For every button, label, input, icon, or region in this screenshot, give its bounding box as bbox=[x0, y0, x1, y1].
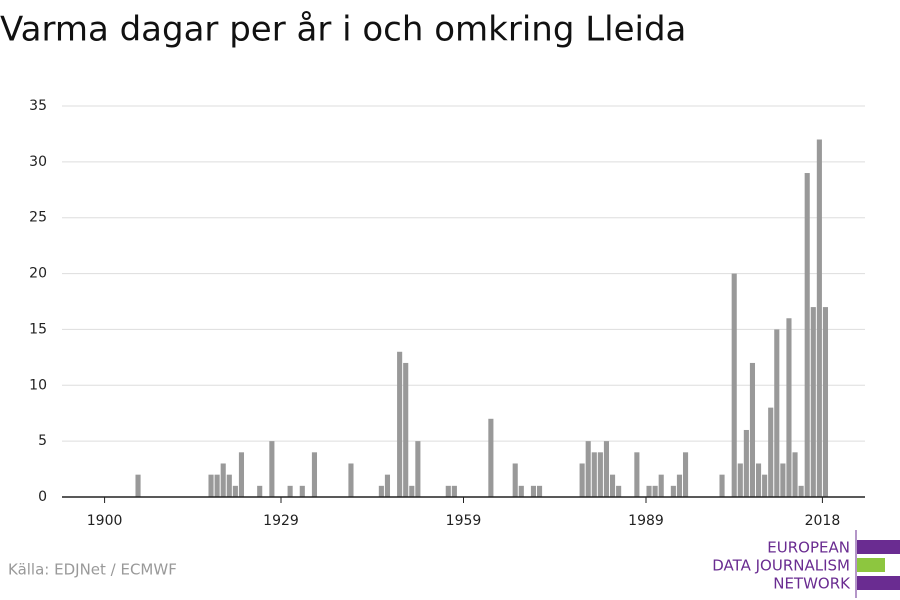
bar bbox=[603, 441, 610, 497]
bar bbox=[415, 441, 421, 497]
x-tick-label: 1989 bbox=[628, 513, 664, 529]
y-tick-label: 10 bbox=[29, 377, 47, 393]
bar bbox=[269, 441, 275, 497]
bar bbox=[810, 307, 816, 497]
bar bbox=[397, 351, 403, 497]
y-tick-label: 25 bbox=[29, 210, 47, 226]
bar bbox=[749, 362, 756, 497]
bar bbox=[311, 452, 318, 497]
bar bbox=[780, 463, 786, 497]
bar bbox=[348, 463, 354, 497]
source: Källa: EDJNet / ECMWF bbox=[8, 561, 177, 579]
bar bbox=[804, 173, 810, 497]
bar bbox=[445, 485, 451, 497]
bar bbox=[762, 474, 768, 497]
x-tick-label: 1959 bbox=[446, 513, 482, 529]
bar bbox=[609, 474, 616, 497]
bar bbox=[579, 463, 585, 497]
bar bbox=[682, 452, 689, 497]
bar bbox=[816, 139, 822, 497]
y-tick-label: 5 bbox=[38, 433, 47, 449]
bar bbox=[676, 474, 683, 497]
bar bbox=[822, 307, 829, 497]
bar bbox=[798, 485, 804, 497]
logo-bar bbox=[857, 558, 885, 572]
bar bbox=[774, 329, 780, 497]
bar bbox=[737, 463, 743, 497]
bar bbox=[634, 452, 640, 497]
bar bbox=[591, 452, 597, 497]
bar bbox=[518, 485, 524, 497]
logo-text: DATA JOURNALISM bbox=[712, 557, 850, 575]
y-tick-label: 0 bbox=[38, 489, 47, 505]
bar bbox=[530, 485, 537, 497]
y-tick-label: 15 bbox=[29, 321, 47, 337]
bar bbox=[731, 273, 737, 497]
logo-bar bbox=[857, 576, 900, 590]
bar bbox=[135, 474, 141, 497]
bar bbox=[287, 485, 293, 497]
y-tick-label: 30 bbox=[29, 154, 47, 170]
bar bbox=[646, 485, 652, 497]
bar bbox=[792, 452, 798, 497]
x-tick-label: 1900 bbox=[87, 513, 123, 529]
bar bbox=[658, 474, 664, 497]
bar bbox=[238, 452, 245, 497]
logo-bar bbox=[857, 540, 900, 554]
chart-title: Varma dagar per år i och omkring Lleida bbox=[0, 10, 686, 50]
bar bbox=[409, 485, 415, 497]
bar bbox=[512, 463, 518, 497]
x-tick-label: 1929 bbox=[263, 513, 299, 529]
bar bbox=[597, 452, 603, 497]
bar bbox=[226, 474, 232, 497]
bar bbox=[719, 474, 725, 497]
bar bbox=[670, 485, 676, 497]
bar bbox=[403, 362, 409, 497]
bar bbox=[208, 474, 214, 497]
bar bbox=[488, 418, 494, 497]
bar bbox=[299, 485, 305, 497]
bar bbox=[214, 474, 220, 497]
bar bbox=[232, 485, 238, 497]
bar bbox=[585, 441, 591, 497]
bar bbox=[786, 318, 792, 497]
logo-text: NETWORK bbox=[773, 575, 851, 593]
y-tick-label: 20 bbox=[29, 266, 47, 282]
bar bbox=[220, 463, 226, 497]
x-tick-label: 2018 bbox=[805, 513, 841, 529]
bar bbox=[755, 463, 762, 497]
bar bbox=[536, 485, 543, 497]
y-tick-label: 35 bbox=[29, 98, 47, 114]
bar bbox=[378, 485, 384, 497]
bar bbox=[451, 485, 457, 497]
bar bbox=[384, 474, 391, 497]
bar bbox=[652, 485, 658, 497]
logo-text: EUROPEAN bbox=[767, 539, 850, 557]
bar bbox=[616, 485, 622, 497]
bar bbox=[743, 429, 749, 497]
bar bbox=[768, 407, 774, 497]
bar bbox=[257, 485, 263, 497]
